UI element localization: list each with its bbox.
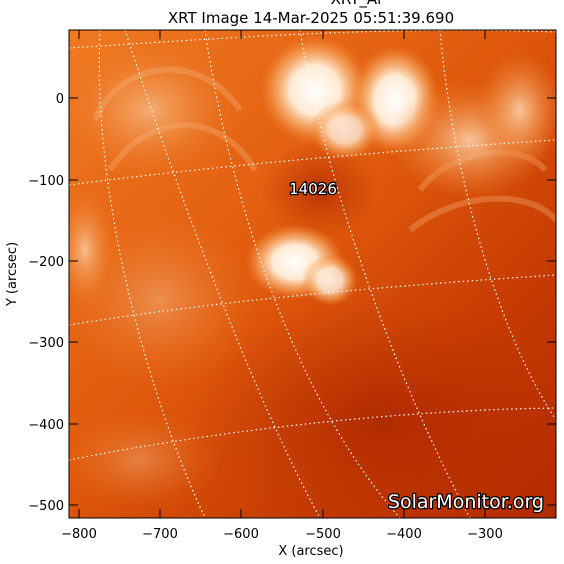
xrt-image	[69, 30, 556, 518]
y-tick-label: −300	[28, 336, 64, 351]
instrument-label: XRT_Al	[331, 0, 382, 9]
active-region-label: 14026	[289, 180, 337, 198]
x-tick-label: −500	[305, 527, 341, 542]
x-tick-label: −400	[386, 527, 422, 542]
x-tick-label: −300	[467, 527, 503, 542]
y-tick-label: −400	[28, 418, 64, 433]
y-axis-tick-labels: 0 −100 −200 −300 −400 −500	[28, 92, 64, 514]
x-tick-label: −700	[142, 527, 178, 542]
x-axis-tick-labels: −800 −700 −600 −500 −400 −300	[61, 527, 503, 542]
plot-title: XRT Image 14-Mar-2025 05:51:39.690	[168, 9, 454, 27]
frame-ticks	[69, 30, 556, 518]
y-tick-label: −100	[28, 174, 64, 189]
y-tick-label: 0	[56, 92, 64, 107]
watermark: SolarMonitor.org	[388, 491, 544, 513]
x-tick-label: −600	[223, 527, 259, 542]
plot-frame	[68, 29, 557, 519]
x-tick-label: −800	[61, 527, 97, 542]
y-axis-title: Y (arcsec)	[5, 242, 20, 307]
y-tick-label: −200	[28, 255, 64, 270]
y-tick-label: −500	[28, 499, 64, 514]
x-axis-title: X (arcsec)	[278, 544, 343, 559]
